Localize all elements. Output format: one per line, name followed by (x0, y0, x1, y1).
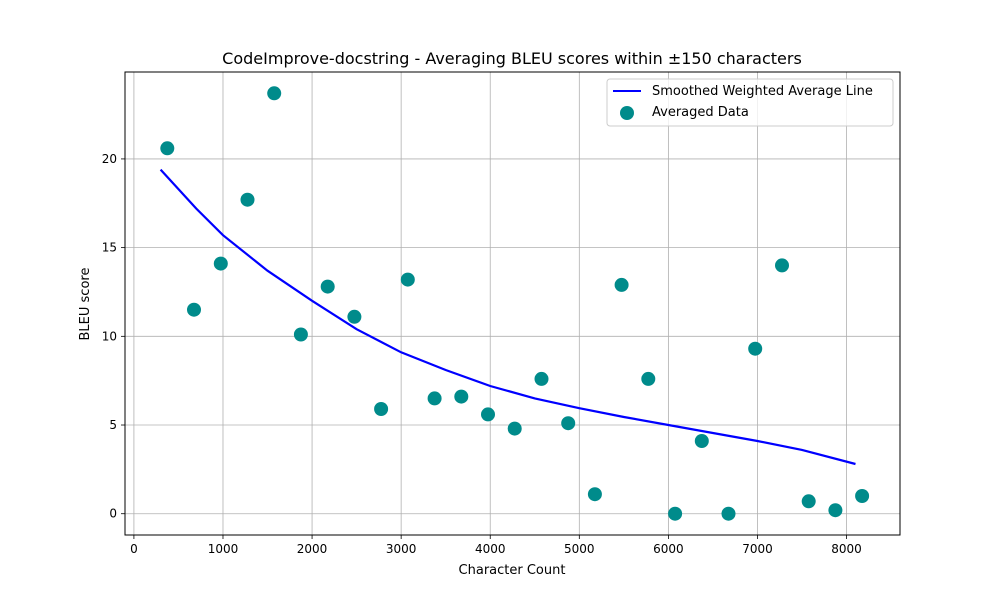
y-tick-label: 0 (109, 507, 117, 521)
averaged-data-point (748, 341, 763, 356)
averaged-data-point (775, 258, 789, 273)
y-tick-label: 15 (102, 241, 117, 255)
x-tick-label: 5000 (564, 542, 595, 556)
legend-marker-swatch (620, 106, 634, 120)
averaged-data-point (801, 494, 816, 509)
averaged-data-point (240, 192, 255, 207)
averaged-data-point (614, 277, 629, 292)
x-tick-label: 6000 (653, 542, 684, 556)
averaged-data-point (267, 86, 282, 101)
averaged-data-point (507, 421, 522, 436)
averaged-data-point (160, 141, 175, 156)
smoothed-average-line (159, 168, 856, 466)
averaged-data-point (694, 434, 709, 448)
averaged-data-point (427, 391, 442, 406)
averaged-data-point (293, 327, 308, 342)
averaged-data-point (481, 407, 495, 422)
grid-lines (125, 72, 900, 535)
legend: Smoothed Weighted Average Line Averaged … (606, 78, 894, 127)
averaged-data-point (374, 402, 389, 416)
averaged-data-point (454, 389, 469, 404)
averaged-data-point (534, 371, 549, 386)
x-tick-label: 1000 (208, 542, 239, 556)
series-layer (159, 86, 870, 521)
averaged-data-point (641, 371, 656, 386)
chart-title: CodeImprove-docstring - Averaging BLEU s… (222, 49, 802, 68)
y-tick-label: 5 (109, 418, 117, 432)
averaged-data-point (721, 506, 736, 521)
averaged-data-point (347, 309, 362, 324)
y-axis-label: BLEU score (78, 268, 93, 341)
averaged-data-point (187, 302, 201, 317)
x-tick-label: 0 (130, 542, 138, 556)
x-tick-label: 7000 (742, 542, 773, 556)
plot-area-frame (124, 71, 901, 536)
averaged-data-point (320, 279, 335, 294)
averaged-data-point (855, 489, 870, 503)
y-tick-label: 10 (102, 329, 117, 343)
y-tick-label: 20 (102, 152, 117, 166)
x-tick-label: 3000 (386, 542, 417, 556)
x-axis-label: Character Count (459, 563, 566, 578)
averaged-data-point (400, 272, 415, 287)
averaged-data-point (587, 487, 602, 502)
averaged-data-point (668, 506, 683, 521)
averaged-data-point (213, 256, 228, 271)
legend-box (606, 78, 894, 127)
legend-label-scatter: Averaged Data (652, 105, 749, 120)
x-tick-label: 2000 (297, 542, 328, 556)
averaged-data-point (561, 416, 576, 431)
legend-label-line: Smoothed Weighted Average Line (652, 84, 873, 99)
axis-ticks: 0 1000 2000 3000 4000 5000 6000 7000 8000 0 5 10 15 2… (102, 152, 862, 556)
x-tick-label: 8000 (831, 542, 862, 556)
x-tick-label: 4000 (475, 542, 506, 556)
averaged-data-point (828, 503, 843, 518)
